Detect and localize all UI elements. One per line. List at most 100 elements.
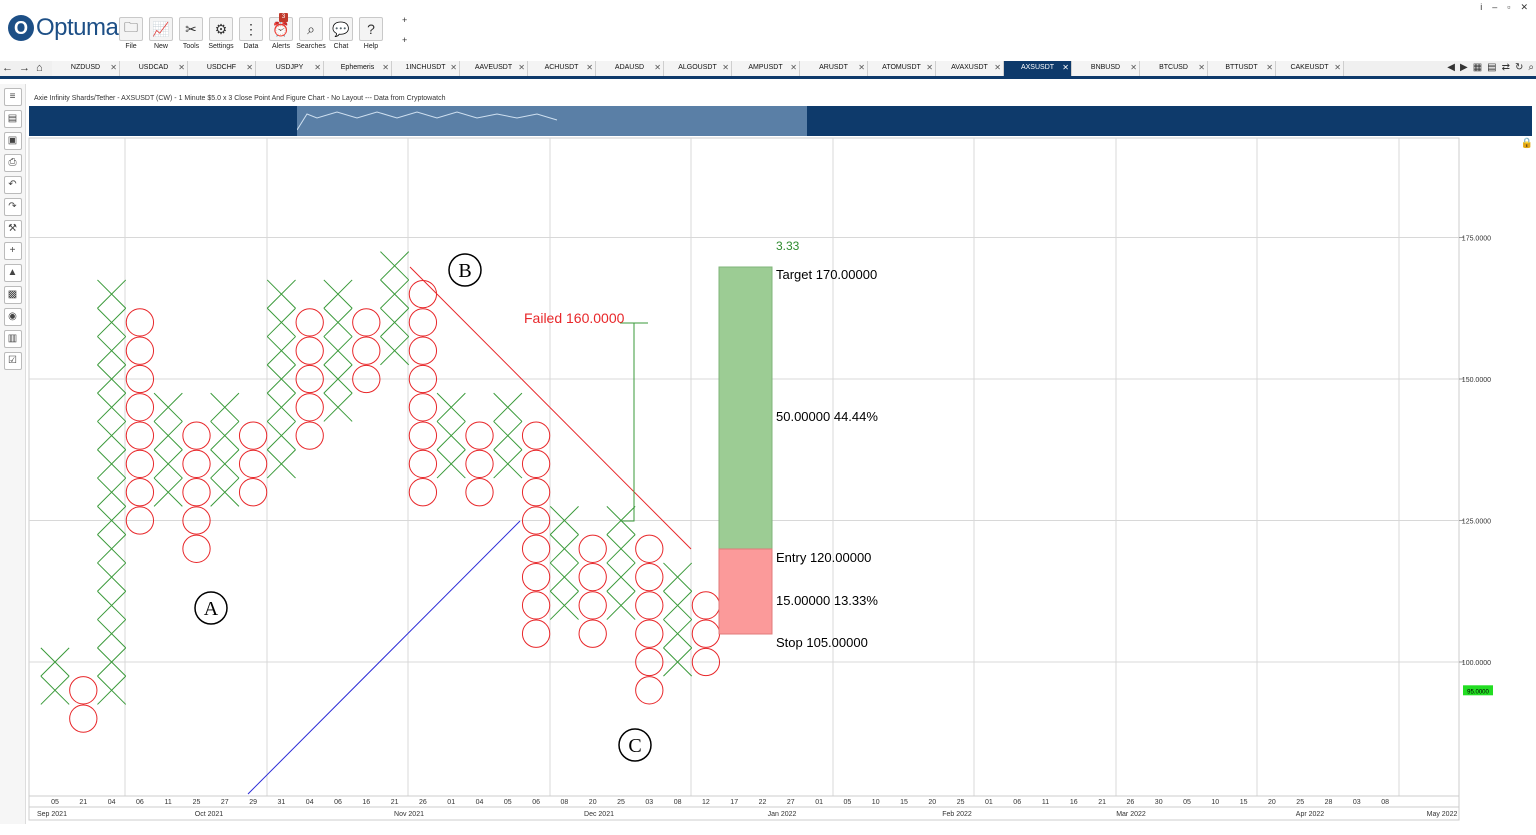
- tools-button[interactable]: ✂ Tools: [178, 17, 204, 50]
- y-tick-label: 100.0000: [1462, 660, 1491, 667]
- settings-button[interactable]: ⚙ Settings: [208, 17, 234, 50]
- x-tick-label: 21: [1098, 799, 1106, 806]
- x-box: [97, 307, 127, 337]
- tab-close-icon[interactable]: ✕: [790, 63, 797, 72]
- data-button[interactable]: ⋮ Data: [238, 17, 264, 50]
- x-box: [323, 364, 353, 394]
- save-icon[interactable]: ▣: [3, 132, 22, 150]
- tabs: NZDUSD ✕ USDCAD ✕ USDCHF ✕ USDJPY ✕ Ephemeris ✕ 1I…: [52, 61, 1344, 76]
- hatch-icon[interactable]: ▩: [3, 286, 22, 304]
- redo-icon[interactable]: ↷: [3, 198, 22, 216]
- lock-icon[interactable]: ▲: [3, 264, 22, 282]
- layout-icon[interactable]: ▤: [1487, 62, 1497, 73]
- close-icon[interactable]: ✕: [1520, 2, 1528, 12]
- add-buttons[interactable]: + +: [402, 15, 408, 45]
- tab-usdcad[interactable]: USDCAD ✕: [120, 61, 188, 76]
- x-box: [97, 562, 127, 592]
- x-tick-label: 15: [900, 799, 908, 806]
- magnifier-icon[interactable]: ⌕: [1528, 62, 1534, 73]
- tab-close-icon[interactable]: ✕: [382, 63, 389, 72]
- x-box: [210, 477, 240, 507]
- refresh-icon[interactable]: ↻: [1515, 62, 1524, 73]
- x-tick-label: 03: [1353, 799, 1361, 806]
- risk-box: [718, 548, 773, 635]
- tab-usdchf[interactable]: USDCHF ✕: [188, 61, 256, 76]
- tab-close-icon[interactable]: ✕: [722, 63, 729, 72]
- tab-close-icon[interactable]: ✕: [586, 63, 593, 72]
- tab-atomusdt[interactable]: ATOMUSDT ✕: [868, 61, 936, 76]
- home-icon[interactable]: ⌂: [36, 62, 43, 74]
- searches-button[interactable]: ⌕ Searches: [296, 17, 326, 50]
- toolbar-label: Chat: [333, 43, 349, 50]
- help-button[interactable]: ? Help: [358, 17, 384, 50]
- x-box: [40, 647, 70, 677]
- chat-button[interactable]: 💬 Chat: [328, 17, 354, 50]
- tab-close-icon[interactable]: ✕: [1266, 63, 1273, 72]
- file-button[interactable]: 🗀 File: [118, 17, 144, 50]
- x-box: [97, 590, 127, 620]
- y-tick-label: 150.0000: [1462, 377, 1491, 384]
- minimize-icon[interactable]: –: [1492, 2, 1498, 12]
- user-icon[interactable]: ◉: [3, 308, 22, 326]
- info-icon[interactable]: i: [1480, 2, 1483, 12]
- tab-btcusd[interactable]: BTCUSD ✕: [1140, 61, 1208, 76]
- tab-close-icon[interactable]: ✕: [518, 63, 525, 72]
- checklist-icon[interactable]: ☑: [3, 352, 22, 370]
- swap-icon[interactable]: ⇄: [1501, 62, 1510, 73]
- grid-icon[interactable]: ▦: [1472, 62, 1483, 73]
- tab-cakeusdt[interactable]: CAKEUSDT ✕: [1276, 61, 1344, 76]
- tab-avaxusdt[interactable]: AVAXUSDT ✕: [936, 61, 1004, 76]
- tab-close-icon[interactable]: ✕: [1334, 63, 1341, 72]
- tab-close-icon[interactable]: ✕: [110, 63, 117, 72]
- tab-close-icon[interactable]: ✕: [858, 63, 865, 72]
- tab-aaveusdt[interactable]: AAVEUSDT ✕: [460, 61, 528, 76]
- scroll-left-icon[interactable]: ◀: [1447, 62, 1455, 73]
- tab-1inchusdt[interactable]: 1INCHUSDT ✕: [392, 61, 460, 76]
- tab-bnbusd[interactable]: BNBUSD ✕: [1072, 61, 1140, 76]
- tab-ampusdt[interactable]: AMPUSDT ✕: [732, 61, 800, 76]
- new-button[interactable]: 📈 New: [148, 17, 174, 50]
- navigator-window[interactable]: [296, 106, 807, 136]
- undo-icon[interactable]: ↶: [3, 176, 22, 194]
- wrench-icon[interactable]: ⚒: [3, 220, 22, 238]
- o-box: [408, 449, 438, 479]
- tab-algousdt[interactable]: ALGOUSDT ✕: [664, 61, 732, 76]
- layers-icon[interactable]: ≡: [3, 88, 22, 106]
- x-tick-label: 06: [1013, 799, 1021, 806]
- tab-close-icon[interactable]: ✕: [926, 63, 933, 72]
- tab-close-icon[interactable]: ✕: [1062, 63, 1069, 72]
- tab-close-icon[interactable]: ✕: [654, 63, 661, 72]
- tab-close-icon[interactable]: ✕: [450, 63, 457, 72]
- maximize-icon[interactable]: ▫: [1507, 2, 1511, 12]
- tab-axsusdt[interactable]: AXSUSDT ✕: [1004, 61, 1072, 76]
- tab-close-icon[interactable]: ✕: [994, 63, 1001, 72]
- tab-nzdusd[interactable]: NZDUSD ✕: [52, 61, 120, 76]
- tab-close-icon[interactable]: ✕: [178, 63, 185, 72]
- o-box: [635, 619, 664, 648]
- back-arrow-icon[interactable]: ←: [2, 62, 13, 74]
- crosshair-icon[interactable]: +: [3, 242, 22, 260]
- tab-close-icon[interactable]: ✕: [314, 63, 321, 72]
- tab-achusdt[interactable]: ACHUSDT ✕: [528, 61, 596, 76]
- forward-arrow-icon[interactable]: →: [19, 62, 30, 74]
- tab-close-icon[interactable]: ✕: [1130, 63, 1137, 72]
- print-icon[interactable]: ⎙: [3, 154, 22, 172]
- chart-navigator[interactable]: [29, 106, 1532, 136]
- data-icon: ⋮: [239, 17, 263, 41]
- window-controls[interactable]: i – ▫ ✕: [1480, 2, 1528, 13]
- tab-adausd[interactable]: ADAUSD ✕: [596, 61, 664, 76]
- tab-arusdt[interactable]: ARUSDT ✕: [800, 61, 868, 76]
- tab-close-icon[interactable]: ✕: [246, 63, 253, 72]
- toolbar-label: Data: [243, 43, 259, 50]
- document-icon[interactable]: ▥: [3, 330, 22, 348]
- tab-close-icon[interactable]: ✕: [1198, 63, 1205, 72]
- scroll-right-icon[interactable]: ▶: [1460, 62, 1468, 73]
- open-icon[interactable]: ▤: [3, 110, 22, 128]
- tab-usdjpy[interactable]: USDJPY ✕: [256, 61, 324, 76]
- x-box: [40, 675, 70, 705]
- tab-bttusdt[interactable]: BTTUSDT ✕: [1208, 61, 1276, 76]
- x-month-label: Nov 2021: [394, 811, 424, 818]
- lock-scale-icon[interactable]: 🔒: [1520, 138, 1533, 149]
- o-box: [125, 336, 155, 365]
- tab-ephemeris[interactable]: Ephemeris ✕: [324, 61, 392, 76]
